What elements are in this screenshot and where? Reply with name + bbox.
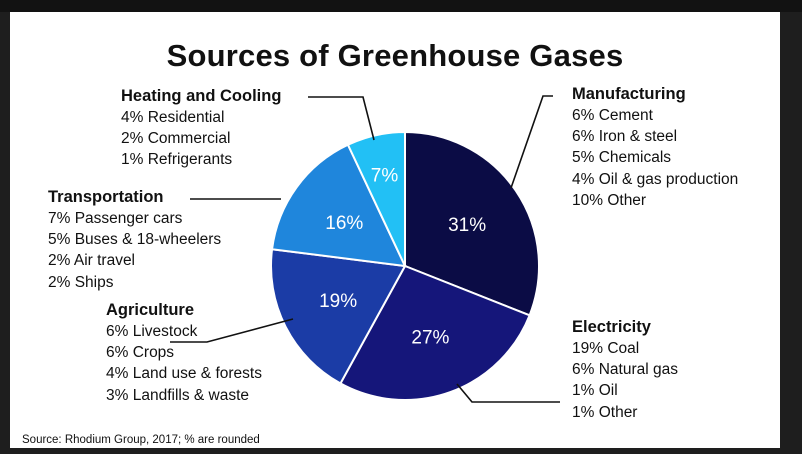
pie-slice-transportation [270, 143, 407, 268]
group-item: 3% Landfills & waste [106, 386, 250, 404]
slice-label-transportation: 16% [325, 213, 363, 234]
legend-group-manufacturing: Manufacturing 6% Cement 6% Iron & steel … [572, 84, 738, 211]
slice-label-heating-and-cooling: 7% [371, 166, 399, 187]
pie-slice-heating-and-cooling [346, 130, 406, 267]
group-item: 6% Iron & steel [572, 128, 678, 146]
legend-group-agriculture: Agriculture 6% Livestock 6% Crops 4% Lan… [106, 300, 262, 406]
group-item: 1% Other [572, 403, 638, 421]
slice-label-agriculture: 19% [319, 291, 357, 312]
group-item: 7% Passenger cars [48, 210, 183, 227]
group-item: 1% Refrigerants [121, 151, 233, 169]
legend-group-electricity: Electricity 19% Coal 6% Natural gas 1% O… [572, 317, 678, 423]
pie-slice-manufacturing [404, 130, 540, 317]
group-item: 6% Crops [106, 344, 175, 362]
group-item: 10% Other [572, 191, 647, 209]
legend-group-transportation: Transportation 7% Passenger cars 5% Buse… [48, 187, 221, 293]
group-title-transportation: Transportation [48, 188, 164, 206]
leader-line-agriculture [170, 318, 294, 343]
group-item: 1% Oil [572, 382, 618, 400]
group-title-agriculture: Agriculture [106, 301, 195, 319]
legend-group-heating-and-cooling: Heating and Cooling 4% Residential 2% Co… [121, 86, 281, 171]
slice-label-manufacturing: 31% [448, 215, 486, 236]
group-title-electricity: Electricity [572, 318, 651, 336]
group-item: 2% Air travel [48, 252, 136, 270]
pie-slice-agriculture [270, 248, 407, 385]
group-item: 4% Oil & gas production [572, 170, 739, 188]
chart-title: Sources of Greenhouse Gases [166, 38, 624, 73]
group-title-manufacturing: Manufacturing [572, 85, 686, 103]
slice-label-electricity: 27% [411, 328, 449, 349]
source-note: Source: Rhodium Group, 2017; % are round… [22, 434, 260, 446]
group-item: 5% Chemicals [572, 149, 672, 167]
group-title-heating-and-cooling: Heating and Cooling [121, 87, 282, 105]
pie-chart: 31% 27% 19% 16% 7% [170, 95, 560, 403]
group-item: 4% Residential [121, 109, 225, 126]
group-item: 6% Cement [572, 107, 653, 124]
leader-line-electricity [456, 383, 560, 403]
chart-card: Sources of Greenhouse Gases 31% 27% 19% 16%… [10, 12, 780, 448]
group-item: 19% Coal [572, 340, 640, 357]
pie-slice-electricity [339, 264, 531, 401]
group-item: 4% Land use & forests [106, 365, 262, 383]
leader-line-manufacturing [510, 95, 553, 189]
group-item: 6% Natural gas [572, 361, 678, 379]
group-item: 2% Commercial [121, 130, 231, 148]
group-item: 5% Buses & 18-wheelers [48, 231, 222, 249]
group-item: 2% Ships [48, 273, 114, 291]
leader-line-heating-and-cooling [308, 96, 375, 141]
video-frame-bar [0, 0, 802, 12]
group-item: 6% Livestock [106, 323, 198, 340]
